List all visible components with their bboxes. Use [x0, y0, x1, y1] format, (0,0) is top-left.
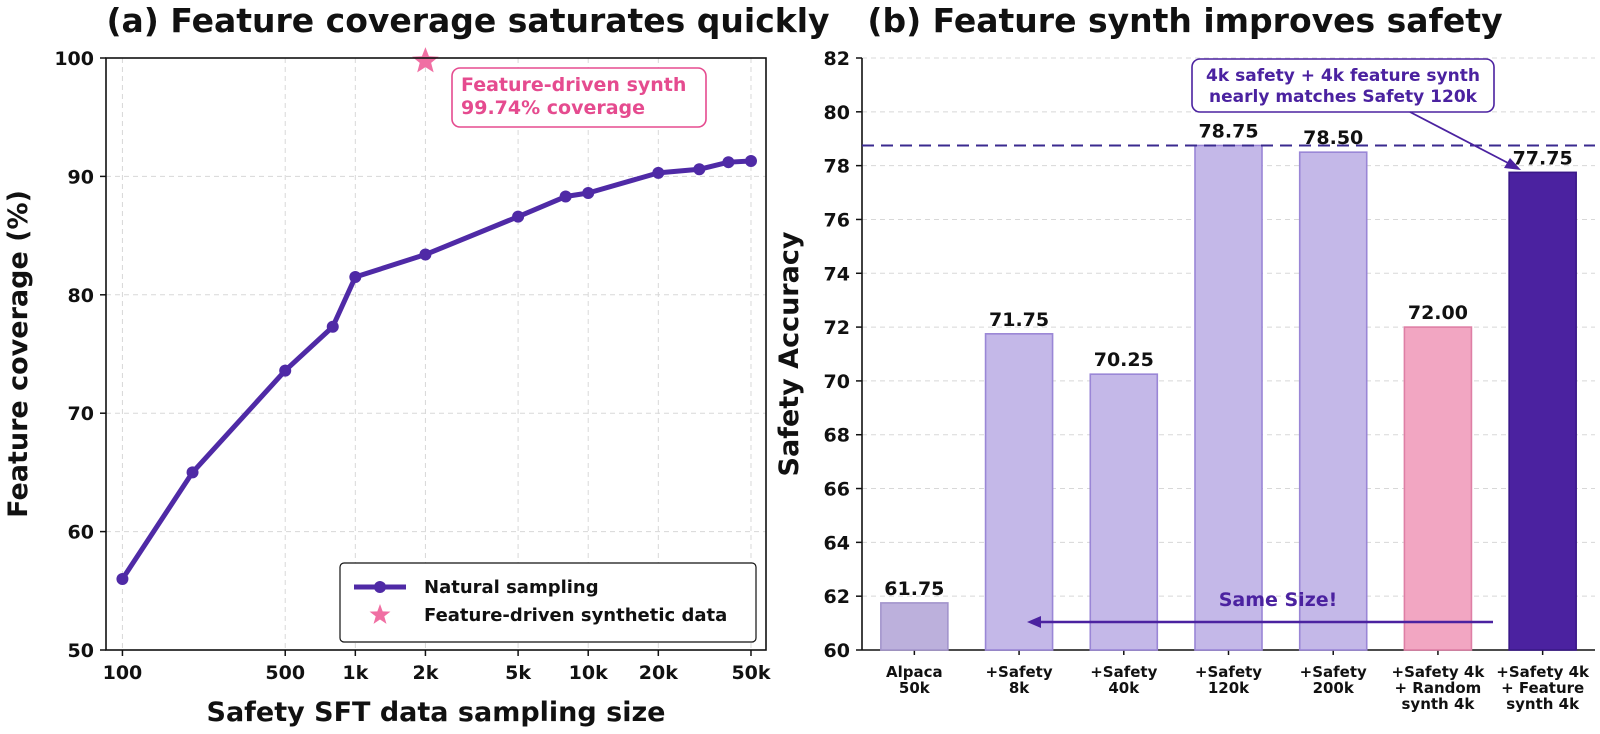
- panel-a-xtick-label: 20k: [639, 662, 678, 684]
- panel-a-xtick-label: 50k: [731, 662, 770, 684]
- panel-b-marks: 61.75 71.75 70.25 78.75 78.50 72.00 77.75: [862, 120, 1595, 651]
- data-point-natural: [419, 248, 432, 261]
- panel-b-xtick-label: +Safety 120k: [1195, 663, 1262, 697]
- legend-marker-natural: [374, 581, 386, 593]
- bar: [984, 333, 1054, 651]
- panel-a-marks: [116, 47, 757, 585]
- data-point-natural: [186, 466, 199, 479]
- same-size-annotation: Same Size!: [1027, 589, 1493, 628]
- bar-value-label: 72.00: [1408, 302, 1468, 324]
- panel-b-xtick-label: +Safety 40k: [1090, 663, 1157, 697]
- panel-a-ylabel: Feature coverage (%): [3, 190, 34, 518]
- panel-b-xtick-label: +Safety 8k: [985, 663, 1052, 697]
- panel-b-xtick-label: Alpaca 50k: [886, 663, 943, 697]
- panel-b-ticks: 60 62 64 66 68 70 72 74 76 78 80 82 Alpaca 50k +Safety…: [824, 48, 1595, 713]
- panel-a-ytick-label: 100: [54, 48, 94, 70]
- bar: [1298, 151, 1368, 651]
- bar-value-label: 71.75: [989, 309, 1049, 331]
- panel-a-xtick-label: 500: [265, 662, 305, 684]
- panel-a-ytick-label: 70: [68, 403, 94, 425]
- panel-a-frame: [105, 57, 767, 651]
- panel-b-ytick-label: 72: [824, 317, 850, 339]
- panel-a-title: (a) Feature coverage saturates quickly: [106, 1, 829, 40]
- panel-a-ticks: 100 500 1k 2k 5k 10k 20k 50k 50 60 70 80 90 100: [54, 48, 771, 684]
- match-annotation-line2: nearly matches Safety 120k: [1209, 87, 1478, 107]
- panel-b-ytick-label: 60: [824, 640, 850, 662]
- panel-a-ytick-label: 90: [68, 166, 94, 188]
- panel-a-xlabel: Safety SFT data sampling size: [207, 697, 666, 728]
- data-point-natural: [326, 320, 339, 333]
- panel-b-ytick-label: 62: [824, 586, 850, 608]
- panel-b-xtick-label: +Safety 4k + Feature synth 4k: [1496, 663, 1590, 713]
- legend-marker-star: [369, 604, 391, 624]
- bar-value-label: 70.25: [1094, 349, 1154, 371]
- match-annotation-line1: 4k safety + 4k feature synth: [1206, 66, 1480, 86]
- data-point-natural: [349, 271, 362, 284]
- panel-b-ytick-label: 64: [824, 532, 850, 554]
- series-natural-line: [120, 158, 752, 581]
- panel-a-xtick-label: 100: [103, 662, 143, 684]
- panel-a-grid: [106, 58, 766, 650]
- panel-b-xtick-label: +Safety 200k: [1300, 663, 1367, 697]
- data-point-natural: [512, 210, 525, 223]
- panel-b: (b) Feature synth improves safety 60 62 64…: [774, 1, 1595, 713]
- panel-b-ytick-label: 78: [824, 156, 850, 178]
- same-size-label: Same Size!: [1219, 589, 1338, 611]
- data-point-natural: [744, 155, 757, 168]
- bar: [1403, 326, 1473, 651]
- coverage-annotation: Feature-driven synth 99.74% coverage: [451, 67, 707, 128]
- panel-a: (a) Feature coverage saturates quickly 1…: [3, 1, 830, 728]
- match-annotation: 4k safety + 4k feature synth nearly matc…: [1191, 58, 1521, 170]
- bar-value-label: 61.75: [884, 578, 944, 600]
- panel-b-ytick-label: 76: [824, 209, 850, 231]
- panel-a-xtick-label: 1k: [342, 662, 368, 684]
- data-point-natural: [279, 364, 292, 377]
- legend-label-synthetic: Feature-driven synthetic data: [424, 605, 727, 626]
- panel-a-ytick-label: 50: [68, 640, 94, 662]
- panel-b-title: (b) Feature synth improves safety: [867, 1, 1502, 40]
- data-point-natural: [559, 190, 572, 203]
- data-point-natural: [582, 186, 595, 199]
- bar: [1508, 171, 1577, 651]
- panel-b-ytick-label: 82: [824, 48, 850, 70]
- panel-a-xtick-label: 10k: [569, 662, 608, 684]
- panel-a-ytick-label: 80: [68, 285, 94, 307]
- data-point-natural: [693, 163, 706, 176]
- data-point-natural: [116, 572, 129, 585]
- panel-a-ytick-label: 60: [68, 522, 94, 544]
- data-point-natural: [652, 166, 665, 179]
- bar: [1089, 373, 1159, 651]
- bar: [1194, 144, 1263, 651]
- data-point-synthetic-star: [412, 47, 439, 73]
- bar: [880, 602, 949, 651]
- panel-b-ylabel: Safety Accuracy: [774, 231, 805, 476]
- coverage-annotation-line1: Feature-driven synth: [461, 74, 686, 96]
- panel-b-ytick-label: 66: [824, 479, 850, 501]
- legend-label-natural: Natural sampling: [424, 577, 599, 598]
- coverage-annotation-line2: 99.74% coverage: [461, 97, 645, 119]
- bar-value-label: 78.50: [1303, 127, 1363, 149]
- panel-b-ytick-label: 68: [824, 425, 850, 447]
- bar-value-label: 78.75: [1198, 120, 1258, 142]
- panel-b-ytick-label: 74: [824, 263, 850, 285]
- panel-b-ytick-label: 70: [824, 371, 850, 393]
- bar-value-label: 77.75: [1513, 147, 1573, 169]
- data-point-natural: [722, 156, 735, 169]
- panel-b-xtick-label: +Safety 4k + Random synth 4k: [1392, 663, 1486, 713]
- legend: Natural sampling Feature-driven syntheti…: [339, 562, 757, 643]
- panel-a-xtick-label: 2k: [412, 662, 438, 684]
- panel-b-ytick-label: 80: [824, 102, 850, 124]
- panel-a-xtick-label: 5k: [505, 662, 531, 684]
